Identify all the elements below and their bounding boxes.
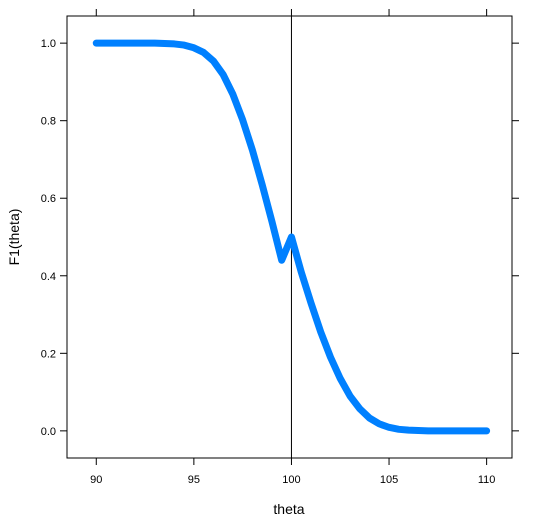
x-axis-title: theta (273, 501, 304, 517)
y-tick-label: 0.8 (41, 116, 56, 128)
y-tick-label: 0.4 (41, 271, 56, 283)
x-tick-label: 110 (478, 474, 496, 486)
x-tick-label: 105 (380, 474, 398, 486)
series-line (92, 39, 491, 435)
plot-frame (66, 15, 513, 459)
y-tick-label: 1.0 (41, 38, 56, 50)
x-tick-label: 100 (282, 474, 300, 486)
y-tick-label: 0.6 (41, 193, 56, 205)
y-axis-title: F1(theta) (6, 209, 22, 266)
x-tick-label: 90 (90, 474, 102, 486)
y-tick-label: 0.0 (41, 426, 56, 438)
y-tick-label: 0.2 (41, 348, 56, 360)
x-tick-label: 95 (188, 474, 200, 486)
